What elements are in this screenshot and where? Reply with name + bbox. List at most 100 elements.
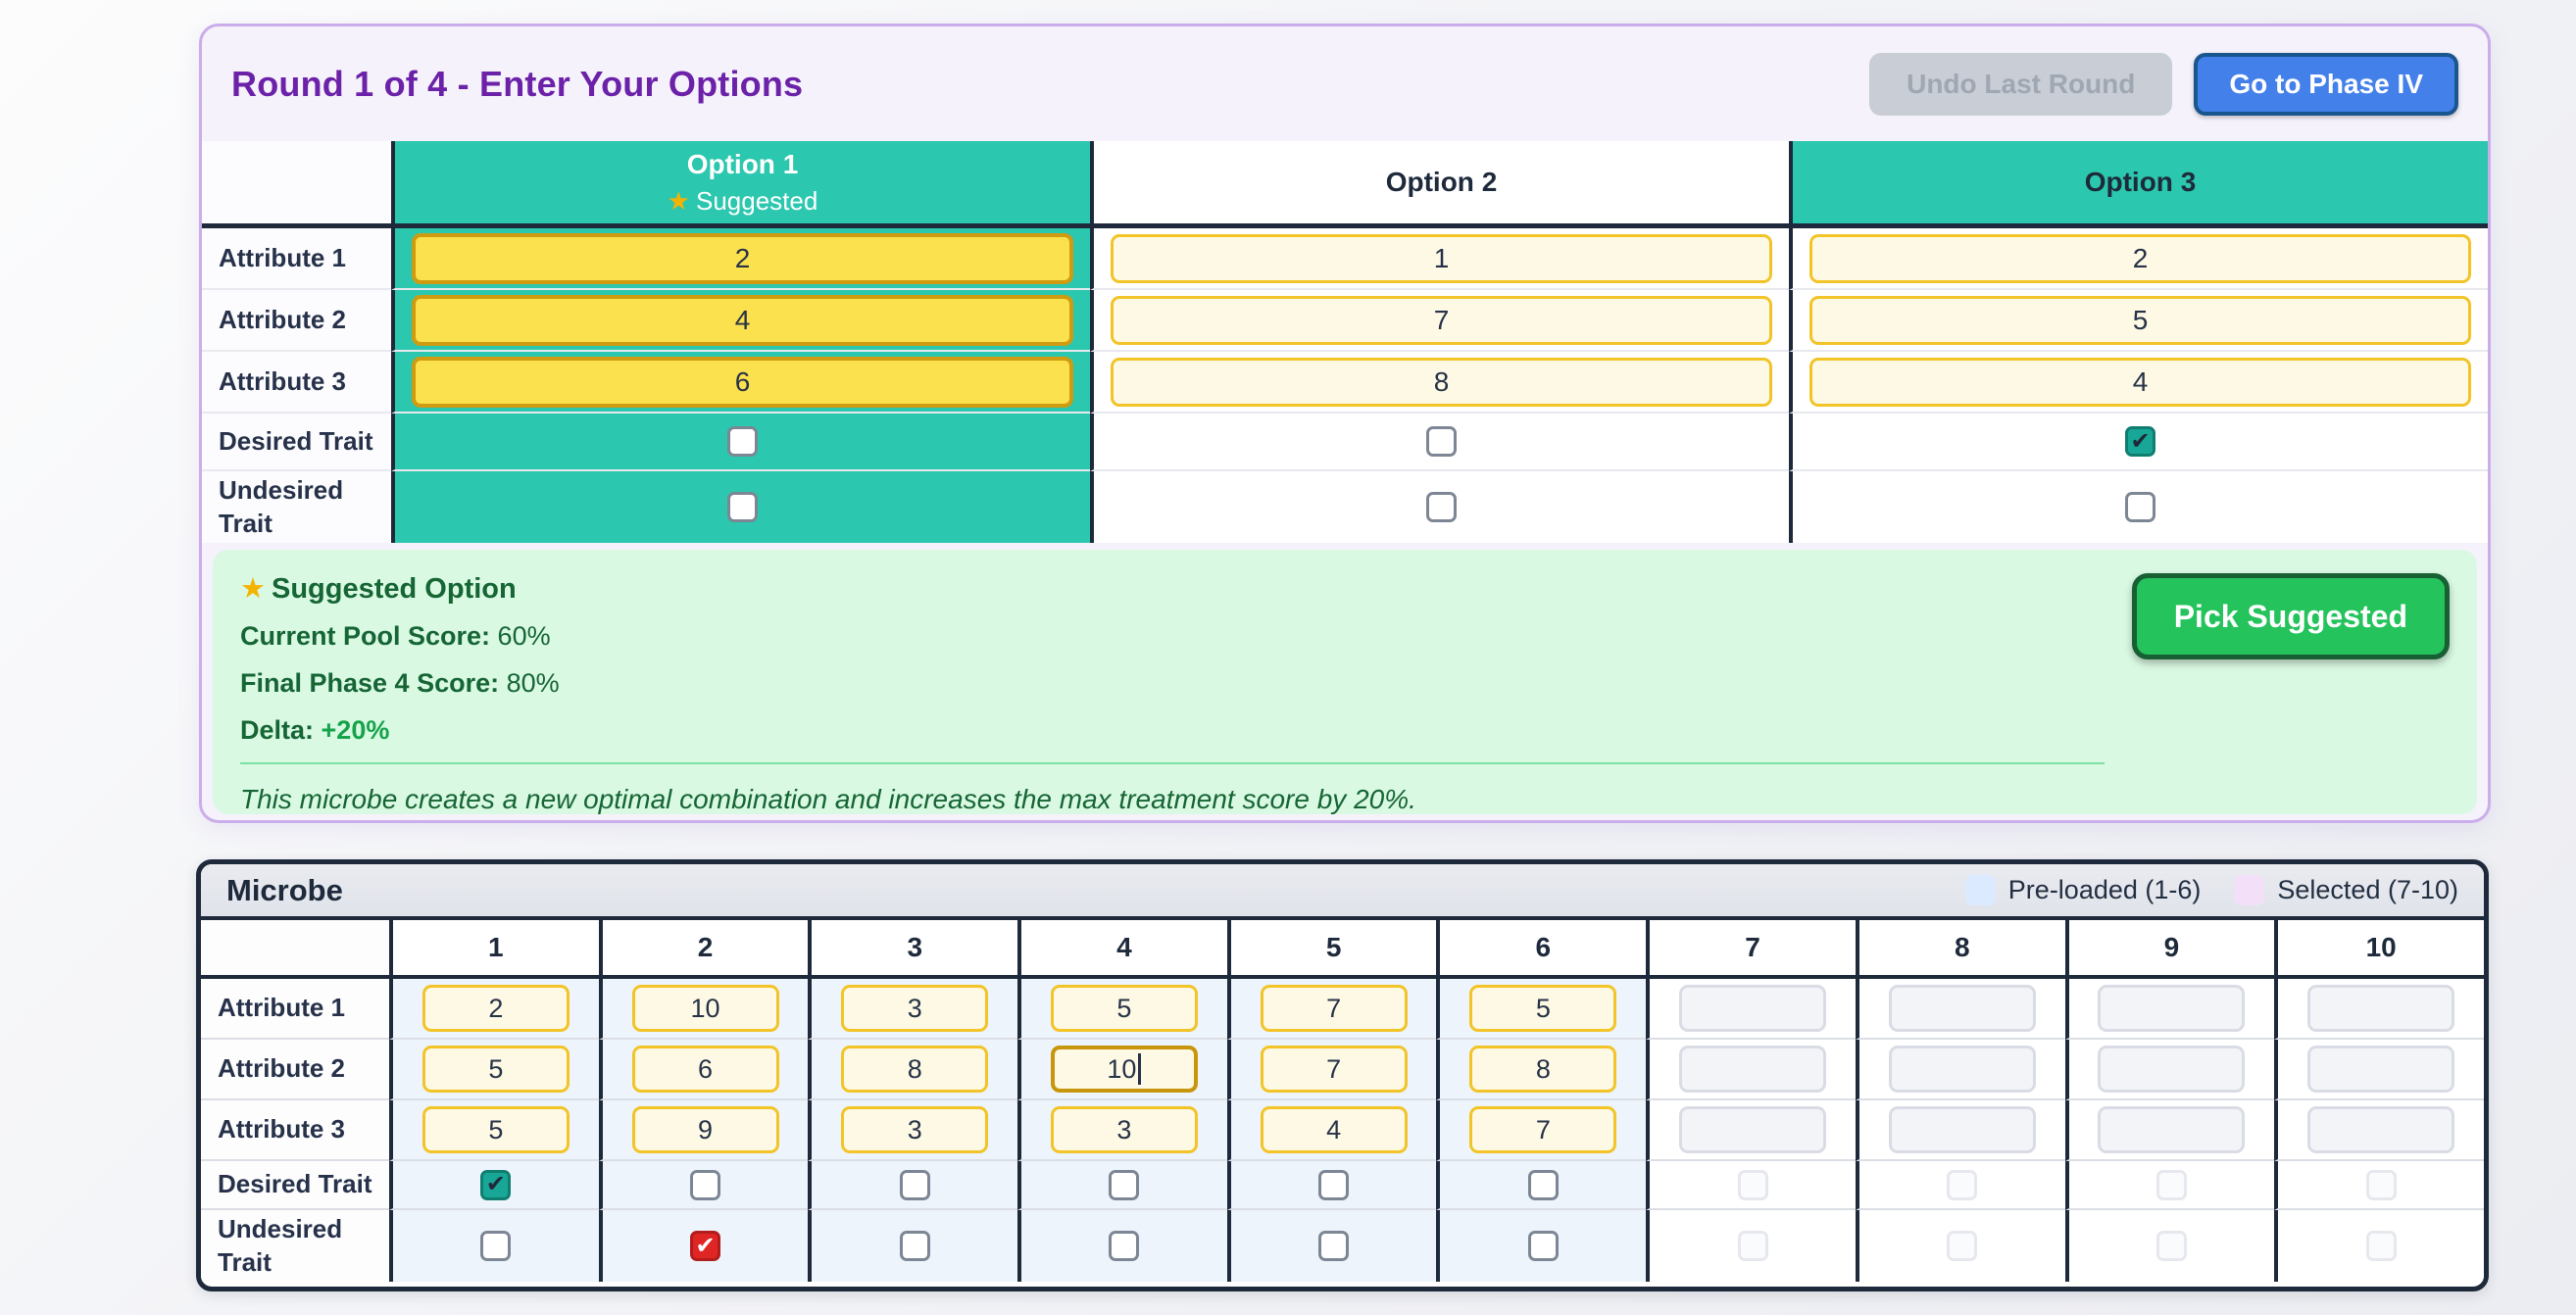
legend-label-1: Pre-loaded (1-6)	[2007, 875, 2202, 904]
microbe-3-undesired-trait-cell	[808, 1210, 1018, 1282]
microbe-2-attribute-1-input[interactable]: 10	[631, 985, 779, 1032]
microbe-5-attribute-2-cell: 7	[1226, 1040, 1437, 1100]
microbe-4-attribute-2-cell: 10	[1017, 1040, 1227, 1100]
microbe-3-attribute-3-input[interactable]: 3	[841, 1106, 989, 1153]
option-1-name: Option 1	[686, 148, 799, 179]
undo-last-round-button[interactable]: Undo Last Round	[1869, 52, 2173, 116]
option-1-undesired-trait-checkbox[interactable]	[727, 492, 758, 522]
microbe-1-desired-trait-cell: ✔	[389, 1161, 599, 1210]
option-3-desired-trait-checkbox[interactable]: ✔	[2125, 426, 2155, 457]
suggested-stat-1-value: 60%	[497, 621, 551, 651]
star-icon: ★	[667, 185, 690, 216]
option-3-attribute-3-input[interactable]: 4	[1809, 357, 2471, 407]
microbe-legend: Pre-loaded (1-6) Selected (7-10)	[1964, 875, 2458, 905]
option-3-attribute-1-input[interactable]: 2	[1809, 233, 2471, 283]
microbe-10-attribute-2-input	[2307, 1046, 2455, 1093]
microbe-3-attribute-3-cell: 3	[808, 1100, 1018, 1161]
microbe-10-attribute-3-cell	[2274, 1100, 2484, 1161]
microbe-2-undesired-trait-checkbox[interactable]: ✔	[690, 1231, 721, 1261]
legend-item-1: Pre-loaded (1-6)	[1964, 875, 2202, 905]
microbe-5-undesired-trait-checkbox[interactable]	[1318, 1231, 1350, 1261]
option-2-attribute-3-input[interactable]: 8	[1111, 357, 1772, 407]
legend-swatch-1	[1964, 875, 1996, 905]
microbe-1-desired-trait-checkbox-checkmark-icon: ✔	[485, 1171, 506, 1197]
microbe-4-attribute-3-input[interactable]: 3	[1050, 1106, 1198, 1153]
option-3-attribute-2-input[interactable]: 5	[1809, 295, 2471, 345]
go-to-phase-iv-button[interactable]: Go to Phase IV	[2194, 52, 2458, 116]
microbe-1-attribute-1-input[interactable]: 2	[421, 985, 570, 1032]
microbe-7-attribute-3-input	[1679, 1106, 1827, 1153]
microbe-6-attribute-1-input[interactable]: 5	[1469, 985, 1617, 1032]
microbe-panel: Microbe Pre-loaded (1-6) Selected (7-10) …	[196, 859, 2489, 1291]
microbe-2-attribute-3-input[interactable]: 9	[631, 1106, 779, 1153]
microbe-6-attribute-3-input[interactable]: 7	[1469, 1106, 1617, 1153]
pick-suggested-button[interactable]: Pick Suggested	[2131, 573, 2450, 659]
suggested-stat-1: Current Pool Score: 60%	[240, 621, 2105, 652]
microbe-5-desired-trait-checkbox[interactable]	[1318, 1169, 1350, 1200]
microbe-8-attribute-1-cell	[1855, 979, 2065, 1040]
microbe-9-attribute-2-cell	[2064, 1040, 2275, 1100]
option-2-attribute-2-input[interactable]: 7	[1111, 295, 1772, 345]
microbe-column-header-5: 5	[1226, 920, 1437, 979]
suggested-box-divider	[240, 762, 2105, 764]
option-3-attribute-2-cell: 5	[1789, 290, 2488, 352]
option-2-undesired-trait-checkbox[interactable]	[1426, 492, 1457, 522]
microbe-3-undesired-trait-checkbox[interactable]	[899, 1231, 930, 1261]
microbe-6-attribute-2-input[interactable]: 8	[1469, 1046, 1617, 1093]
option-1-desired-trait-cell	[391, 414, 1090, 471]
microbe-4-attribute-2-input[interactable]: 10	[1050, 1046, 1198, 1093]
microbe-10-attribute-3-input	[2307, 1106, 2455, 1153]
microbe-4-attribute-1-input[interactable]: 5	[1050, 985, 1198, 1032]
microbe-9-desired-trait-cell	[2064, 1161, 2275, 1210]
microbe-5-attribute-2-input[interactable]: 7	[1260, 1046, 1408, 1093]
microbe-8-desired-trait-cell	[1855, 1161, 2065, 1210]
microbe-2-desired-trait-checkbox[interactable]	[690, 1169, 721, 1200]
microbe-1-attribute-3-cell: 5	[389, 1100, 599, 1161]
microbe-10-undesired-trait-cell	[2274, 1210, 2484, 1282]
microbe-row-label-attribute-3: Attribute 3	[201, 1100, 389, 1161]
microbe-column-header-1: 1	[389, 920, 599, 979]
option-1-attribute-1-cell: 2	[391, 228, 1090, 290]
microbe-4-attribute-1-cell: 5	[1017, 979, 1227, 1040]
microbe-2-attribute-2-input[interactable]: 6	[631, 1046, 779, 1093]
microbe-1-attribute-2-cell: 5	[389, 1040, 599, 1100]
microbe-column-header-9: 9	[2064, 920, 2275, 979]
option-1-desired-trait-checkbox[interactable]	[727, 426, 758, 457]
legend-swatch-2	[2234, 875, 2265, 905]
microbe-row-label-attribute-1: Attribute 1	[201, 979, 389, 1040]
microbe-8-attribute-3-input	[1888, 1106, 2036, 1153]
microbe-3-desired-trait-checkbox[interactable]	[899, 1169, 930, 1200]
microbe-3-attribute-1-cell: 3	[808, 979, 1018, 1040]
option-3-undesired-trait-cell	[1789, 471, 2488, 543]
microbe-5-attribute-1-input[interactable]: 7	[1260, 985, 1408, 1032]
microbe-10-desired-trait-cell	[2274, 1161, 2484, 1210]
microbe-5-attribute-3-input[interactable]: 4	[1260, 1106, 1408, 1153]
suggested-stat-3-value: +20%	[321, 715, 390, 745]
microbe-2-desired-trait-cell	[598, 1161, 809, 1210]
microbe-header-blank-cell	[201, 920, 389, 979]
option-2-attribute-1-input[interactable]: 1	[1111, 233, 1772, 283]
microbe-4-desired-trait-checkbox[interactable]	[1109, 1169, 1140, 1200]
microbe-9-attribute-1-cell	[2064, 979, 2275, 1040]
microbe-6-undesired-trait-checkbox[interactable]	[1527, 1231, 1559, 1261]
microbe-4-undesired-trait-checkbox[interactable]	[1109, 1231, 1140, 1261]
microbe-1-attribute-3-input[interactable]: 5	[421, 1106, 570, 1153]
option-1-attribute-2-input[interactable]: 4	[412, 294, 1073, 346]
microbe-6-desired-trait-checkbox[interactable]	[1527, 1169, 1559, 1200]
legend-item-2: Selected (7-10)	[2234, 875, 2458, 905]
microbe-8-desired-trait-checkbox	[1947, 1169, 1978, 1200]
option-2-desired-trait-checkbox[interactable]	[1426, 426, 1457, 457]
microbe-9-desired-trait-checkbox	[2155, 1169, 2187, 1200]
option-3-undesired-trait-checkbox[interactable]	[2125, 492, 2155, 522]
option-3-name: Option 3	[2084, 167, 2197, 197]
microbe-1-undesired-trait-checkbox[interactable]	[480, 1231, 512, 1261]
microbe-1-desired-trait-checkbox[interactable]: ✔	[480, 1169, 512, 1200]
option-3-attribute-1-cell: 2	[1789, 228, 2488, 290]
microbe-header: Microbe Pre-loaded (1-6) Selected (7-10)	[201, 864, 2484, 920]
microbe-3-attribute-1-input[interactable]: 3	[841, 985, 989, 1032]
microbe-3-attribute-2-input[interactable]: 8	[841, 1046, 989, 1093]
microbe-1-attribute-2-input[interactable]: 5	[421, 1046, 570, 1093]
option-1-attribute-3-input[interactable]: 6	[412, 356, 1073, 408]
microbe-2-undesired-trait-checkbox-checkmark-icon: ✔	[695, 1232, 716, 1259]
option-1-attribute-1-input[interactable]: 2	[412, 232, 1073, 284]
